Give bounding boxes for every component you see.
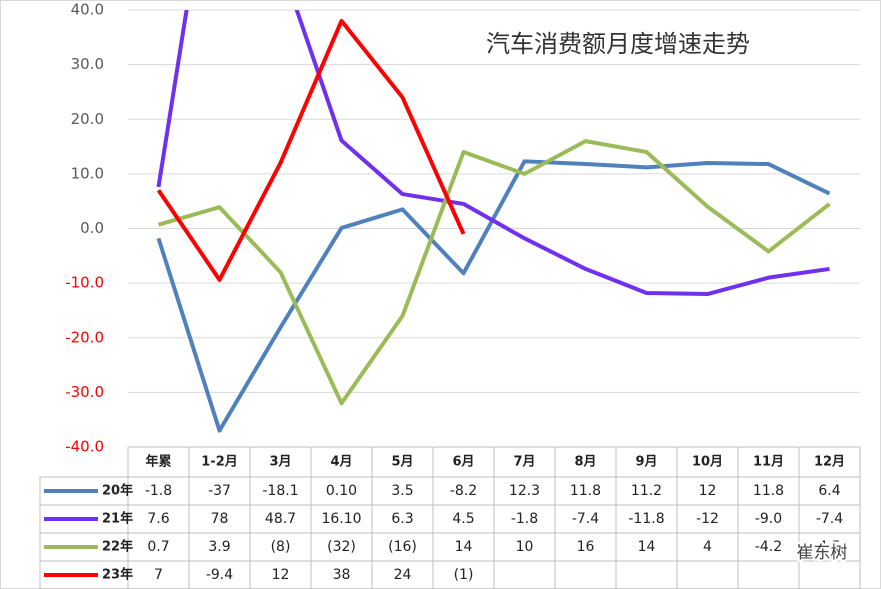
x-tick-label: 10月 (692, 455, 723, 470)
data-label: 10 (516, 539, 534, 555)
x-tick-label: 7月 (513, 455, 535, 470)
data-label: 11.8 (753, 483, 784, 499)
data-label: 24 (394, 567, 412, 583)
data-label: 7 (154, 567, 163, 583)
data-label: 11.2 (631, 483, 662, 499)
y-tick-label: 10.0 (71, 164, 104, 182)
x-tick-label: 12月 (814, 455, 845, 470)
y-tick-label: -40.0 (65, 438, 104, 456)
data-label: 3.9 (208, 539, 230, 555)
x-tick-label: 11月 (753, 455, 784, 470)
data-label: 7.6 (147, 511, 169, 527)
y-tick-label: -20.0 (65, 328, 104, 346)
x-tick-label: 8月 (574, 455, 596, 470)
data-label: -7.4 (572, 511, 599, 527)
y-tick-label: -30.0 (65, 383, 104, 401)
x-tick-label: 1-2月 (201, 455, 238, 470)
data-label: 14 (455, 539, 473, 555)
x-tick-label: 3月 (269, 455, 291, 470)
data-label: (16) (388, 539, 417, 555)
x-tick-label: 6月 (452, 455, 474, 470)
data-label: 6.4 (818, 483, 840, 499)
series-line (157, 139, 831, 406)
data-label: -1.8 (145, 483, 172, 499)
series-line (156, 18, 466, 282)
data-label: 0.7 (147, 539, 169, 555)
y-tick-label: 20.0 (71, 110, 104, 128)
data-label: 3.5 (391, 483, 413, 499)
data-label: 4.5 (818, 539, 840, 555)
data-label: -4.2 (755, 539, 782, 555)
data-label: -8.2 (450, 483, 477, 499)
x-tick-label: 4月 (330, 455, 352, 470)
data-label: 12.3 (509, 483, 540, 499)
x-tick-label: 年累 (145, 454, 171, 470)
y-tick-label: 40.0 (71, 1, 104, 19)
data-label: 12 (272, 567, 290, 583)
data-label: 48.7 (265, 511, 296, 527)
watermark: 崔东树 (797, 543, 848, 563)
data-label: -7.4 (816, 511, 843, 527)
data-label: 16.10 (321, 511, 361, 527)
y-tick-label: -10.0 (65, 274, 104, 292)
data-label: 38 (333, 567, 351, 583)
data-label: 4 (703, 539, 712, 555)
data-label: 16 (577, 539, 595, 555)
data-label: 78 (211, 511, 229, 527)
data-label: -9.0 (755, 511, 782, 527)
y-tick-label: 0.0 (80, 219, 104, 237)
data-label: (8) (271, 539, 291, 555)
data-label: 0.10 (326, 483, 357, 499)
data-label: -1.8 (511, 511, 538, 527)
data-label: 4.5 (452, 511, 474, 527)
data-label: 6.3 (391, 511, 413, 527)
data-label: (32) (327, 539, 356, 555)
chart-title: 汽车消费额月度增速走势 (486, 30, 750, 58)
data-label: (1) (454, 567, 474, 583)
legend-label: 23年 (102, 567, 133, 583)
data-label: -11.8 (628, 511, 664, 527)
series-line (156, 159, 831, 433)
x-tick-label: 5月 (391, 455, 413, 470)
legend-label: 22年 (102, 539, 133, 555)
legend-label: 20年 (102, 483, 133, 499)
plot-area (156, 10, 831, 433)
legend-label: 21年 (102, 511, 133, 527)
data-label: -37 (208, 483, 231, 499)
x-tick-label: 9月 (635, 455, 657, 470)
data-label: 12 (699, 483, 717, 499)
data-label: -18.1 (262, 483, 298, 499)
data-label: 14 (638, 539, 656, 555)
series-line (156, 10, 830, 297)
data-label: -9.4 (206, 567, 233, 583)
data-label: -12 (696, 511, 719, 527)
y-tick-label: 30.0 (71, 55, 104, 73)
data-label: 11.8 (570, 483, 601, 499)
